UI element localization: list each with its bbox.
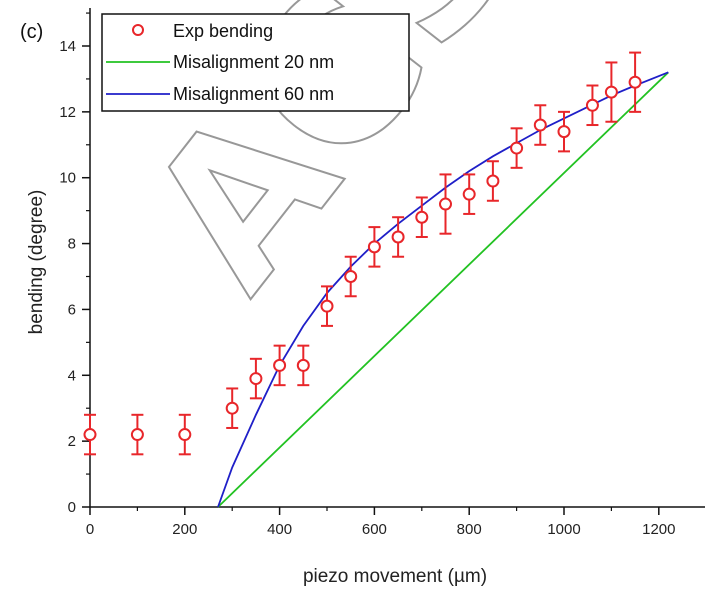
x-tick-label: 600 — [362, 521, 387, 538]
legend-label-60nm: Misalignment 60 nm — [173, 84, 334, 104]
data-point — [585, 98, 599, 112]
data-point — [533, 118, 547, 132]
data-point — [320, 299, 334, 313]
x-axis-ticks: 0 200 400 600 800 1000 1200 — [86, 507, 675, 538]
data-point — [604, 85, 618, 99]
y-tick-label: 8 — [68, 236, 76, 253]
y-axis-title: bending (degree) — [26, 190, 47, 335]
model-lines — [217, 71, 669, 508]
legend-marker-exp — [132, 24, 144, 36]
x-tick-label: 1000 — [547, 521, 580, 538]
data-point — [344, 270, 358, 283]
x-tick-label: 1200 — [642, 521, 675, 538]
data-point — [225, 401, 239, 415]
data-point — [462, 187, 476, 201]
y-axis-ticks: 0 2 4 6 8 10 12 14 — [59, 12, 90, 516]
y-tick-label: 6 — [68, 301, 76, 318]
data-point — [130, 428, 144, 442]
data-point — [249, 372, 263, 386]
data-point — [510, 141, 524, 155]
x-tick-label: 200 — [172, 521, 197, 538]
x-tick-label: 0 — [86, 521, 94, 538]
data-point — [486, 174, 500, 188]
panel-label: (c) — [20, 21, 43, 43]
data-point — [178, 428, 192, 442]
experimental-points — [83, 51, 642, 456]
data-point — [439, 197, 452, 211]
data-point — [415, 210, 429, 224]
data-point — [628, 75, 642, 89]
legend-label-exp: Exp bending — [173, 21, 273, 41]
legend-label-20nm: Misalignment 20 nm — [173, 52, 334, 72]
y-tick-label: 14 — [59, 38, 76, 55]
y-tick-label: 0 — [68, 499, 76, 516]
y-tick-label: 2 — [68, 433, 76, 450]
x-tick-label: 800 — [457, 521, 482, 538]
data-point — [83, 428, 97, 442]
x-tick-label: 400 — [267, 521, 292, 538]
y-tick-label: 12 — [59, 104, 76, 121]
y-tick-label: 10 — [59, 170, 76, 187]
legend: Exp bending Misalignment 20 nm Misalignm… — [101, 13, 410, 112]
data-point — [273, 358, 287, 372]
series-line-20nm — [217, 71, 669, 508]
data-point — [557, 125, 571, 139]
data-point — [391, 230, 405, 244]
y-tick-label: 4 — [68, 367, 76, 384]
data-point — [296, 358, 310, 372]
series-line-60nm — [217, 71, 669, 508]
data-point — [367, 240, 381, 254]
x-axis-title: piezo movement (µm) — [303, 566, 487, 587]
